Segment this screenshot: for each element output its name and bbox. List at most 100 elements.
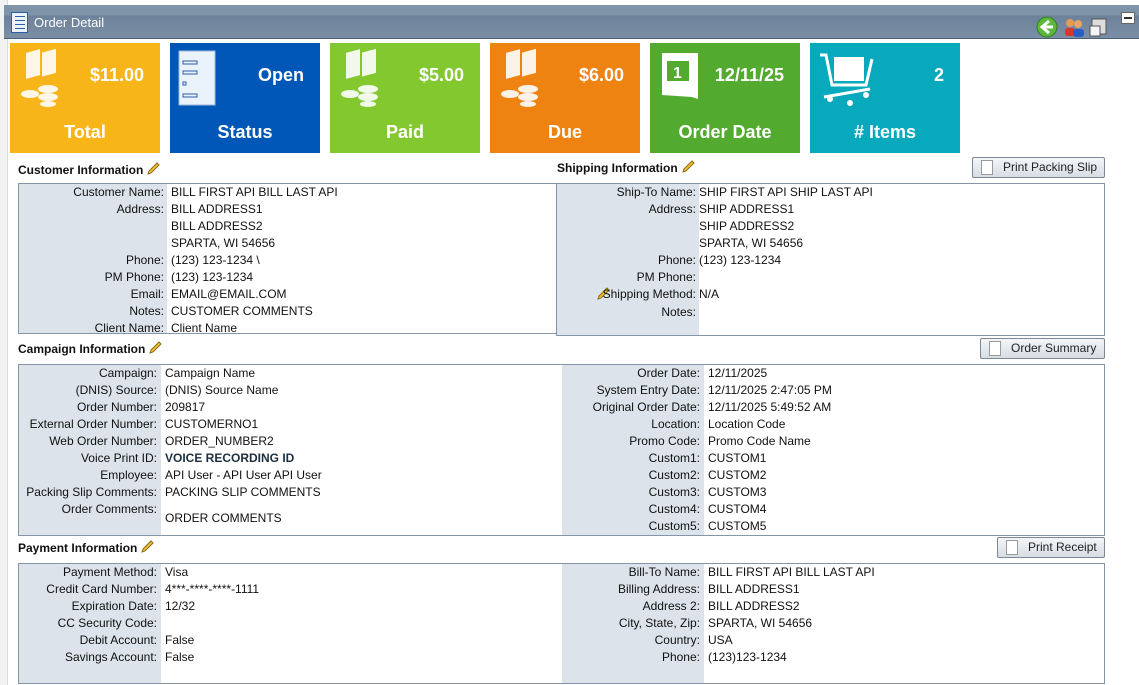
field-value: (DNIS) Source Name bbox=[165, 383, 279, 397]
field-value: BILL FIRST API BILL LAST API bbox=[708, 565, 875, 579]
field-row: BILL ADDRESS2 bbox=[19, 218, 556, 235]
tile-label: Total bbox=[64, 122, 106, 142]
field-value: SPARTA, WI 54656 bbox=[708, 616, 813, 630]
campaign-heading: Campaign Information bbox=[18, 341, 163, 356]
field-row: Client Name: Client Name bbox=[19, 320, 556, 337]
field-label: Address: bbox=[116, 202, 164, 216]
tile-value: Open bbox=[257, 65, 304, 85]
field-label: Customer Name: bbox=[73, 185, 164, 199]
field-label: Notes: bbox=[129, 304, 164, 318]
field-row: Phone: (123) 123-1234 \ bbox=[19, 252, 556, 269]
field-value: CUSTOM3 bbox=[708, 485, 767, 499]
field-value: Campaign Name bbox=[165, 366, 256, 380]
tile-value: $11.00 bbox=[89, 65, 144, 85]
field-value: Visa bbox=[165, 565, 189, 579]
tile-order-date[interactable]: 1 12/11/25 Order Date bbox=[650, 43, 800, 153]
field-value: API User - API User API User bbox=[165, 468, 322, 482]
field-value: ORDER COMMENTS bbox=[165, 511, 282, 525]
field-value: 4***-****-****-1111 bbox=[165, 582, 260, 596]
field-row: Bill-To Name: BILL FIRST API BILL LAST AP… bbox=[19, 564, 1104, 581]
field-row: Custom2: CUSTOM2 bbox=[19, 467, 1104, 484]
tile-label: Paid bbox=[385, 122, 424, 142]
field-row: PM Phone: bbox=[557, 269, 1104, 286]
field-value: CUSTOMER COMMENTS bbox=[171, 304, 313, 318]
print-packing-slip-button[interactable]: Print Packing Slip bbox=[972, 157, 1105, 178]
tile-status[interactable]: Open Status bbox=[170, 43, 320, 153]
field-row: Credit Card Number: 4***-****-****-1111 bbox=[19, 581, 1104, 598]
tile-value: 12/11/25 bbox=[714, 65, 784, 85]
page-icon bbox=[1006, 540, 1018, 555]
field-label: Bill-To Name: bbox=[628, 565, 700, 579]
tile-paid[interactable]: $5.00 Paid bbox=[330, 43, 480, 153]
field-row: Payment Method: Visa bbox=[19, 564, 1104, 581]
field-label: City, State, Zip: bbox=[618, 616, 700, 630]
field-value: Client Name bbox=[171, 321, 238, 335]
tile-label: Order Date bbox=[678, 122, 772, 142]
minimize-icon[interactable] bbox=[1121, 12, 1135, 24]
field-value: Promo Code Name bbox=[708, 434, 811, 448]
order-summary-button[interactable]: Order Summary bbox=[980, 338, 1105, 359]
title-bar: Order Detail bbox=[4, 5, 1139, 39]
field-value: N/A bbox=[699, 287, 720, 301]
field-value: (123)123-1234 bbox=[708, 650, 787, 664]
field-value: 209817 bbox=[165, 400, 206, 414]
field-row: Campaign: Campaign Name bbox=[19, 365, 1104, 382]
field-label: Promo Code: bbox=[629, 434, 700, 448]
field-row: Custom3: CUSTOM3 bbox=[19, 484, 1104, 501]
field-label: Custom4: bbox=[648, 502, 700, 516]
field-label: Billing Address: bbox=[617, 582, 700, 596]
order-summary-label: Order Summary bbox=[1011, 341, 1097, 355]
shipping-heading-text: Shipping Information bbox=[557, 161, 678, 175]
edit-shipping-method-pencil-icon[interactable] bbox=[596, 287, 610, 301]
field-label: Address: bbox=[648, 202, 696, 216]
page-icon bbox=[981, 160, 993, 175]
field-row: Billing Address: BILL ADDRESS1 bbox=[19, 581, 1104, 598]
field-row: Country: USA bbox=[19, 632, 1104, 649]
field-row: Notes: CUSTOMER COMMENTS bbox=[19, 303, 556, 320]
tile-due[interactable]: $6.00 Due bbox=[490, 43, 640, 153]
field-label: Notes: bbox=[661, 305, 696, 319]
field-label: Savings Account: bbox=[64, 650, 157, 664]
field-label: Order Number: bbox=[76, 400, 157, 414]
field-label: Custom1: bbox=[648, 451, 700, 465]
field-row: Expiration Date: 12/32 bbox=[19, 598, 1104, 615]
field-label: Client Name: bbox=[94, 321, 164, 335]
tile-total[interactable]: $11.00 Total bbox=[10, 43, 160, 153]
field-row: Promo Code: Promo Code Name bbox=[19, 433, 1104, 450]
payment-heading-text: Payment Information bbox=[18, 541, 138, 555]
field-row: Shipping Method: N/A bbox=[557, 286, 1104, 303]
field-row: External Order Number: CUSTOMERNO1 bbox=[19, 416, 1104, 433]
field-row: City, State, Zip: SPARTA, WI 54656 bbox=[19, 615, 1104, 632]
field-value: BILL ADDRESS1 bbox=[171, 202, 263, 216]
field-label: Voice Print ID: bbox=[80, 451, 157, 465]
edit-shipping-pencil-icon[interactable] bbox=[681, 160, 695, 174]
print-receipt-button[interactable]: Print Receipt bbox=[997, 537, 1105, 558]
field-row: Web Order Number: ORDER_NUMBER2 bbox=[19, 433, 1104, 450]
edit-payment-pencil-icon[interactable] bbox=[140, 540, 155, 554]
field-label: PM Phone: bbox=[104, 270, 164, 284]
edit-campaign-pencil-icon[interactable] bbox=[148, 341, 163, 355]
field-row: Notes: bbox=[557, 304, 1104, 321]
field-row: Packing Slip Comments: PACKING SLIP COMME… bbox=[19, 484, 1104, 501]
field-label: PM Phone: bbox=[636, 270, 696, 284]
field-row: Order Number: 209817 bbox=[19, 399, 1104, 416]
tile-label: Due bbox=[547, 122, 582, 142]
field-value: PACKING SLIP COMMENTS bbox=[165, 485, 321, 499]
field-value: (123) 123-1234 bbox=[171, 270, 254, 284]
field-label: Debit Account: bbox=[79, 633, 157, 647]
field-label: Order Comments: bbox=[61, 502, 157, 516]
print-receipt-label: Print Receipt bbox=[1028, 540, 1097, 554]
field-label: Ship-To Name: bbox=[616, 185, 696, 199]
field-label: Campaign: bbox=[98, 366, 157, 380]
tile-items[interactable]: 2 # Items bbox=[810, 43, 960, 153]
field-value: VOICE RECORDING ID bbox=[165, 451, 295, 465]
printer-icon[interactable] bbox=[1088, 16, 1110, 38]
back-arrow-icon[interactable] bbox=[1036, 16, 1058, 38]
field-label: Web Order Number: bbox=[49, 434, 157, 448]
field-label: Location: bbox=[651, 417, 700, 431]
customer-panel: Customer Name: BILL FIRST API BILL LAST A… bbox=[18, 183, 557, 337]
users-icon[interactable] bbox=[1063, 16, 1085, 38]
customer-heading: Customer Information bbox=[18, 162, 161, 177]
field-row: Address: SHIP ADDRESS1 bbox=[557, 201, 1104, 218]
edit-customer-pencil-icon[interactable] bbox=[146, 162, 161, 176]
